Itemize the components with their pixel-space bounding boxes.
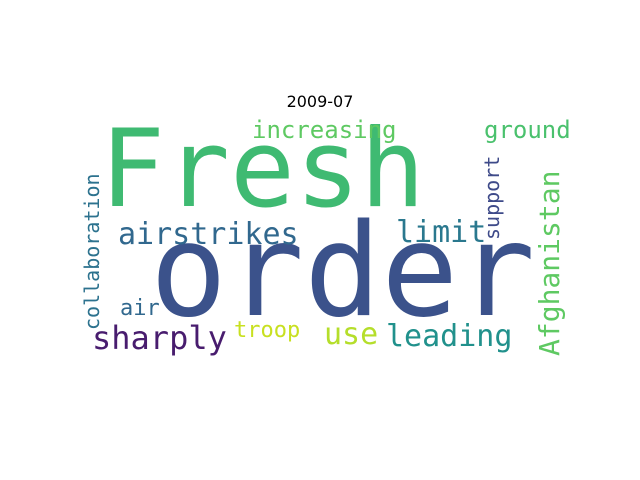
word-afghanistan: Afghanistan xyxy=(533,170,566,356)
word-troop: troop xyxy=(234,318,301,343)
word-collaboration: collaboration xyxy=(80,173,104,330)
word-fresh: Fresh xyxy=(100,107,426,232)
word-air: air xyxy=(120,296,160,321)
figure-title: 2009-07 xyxy=(286,92,354,111)
word-cloud: Fresh order airstrikes increasing limit … xyxy=(80,107,571,357)
word-ground: ground xyxy=(484,116,571,144)
word-increasing: increasing xyxy=(252,116,397,144)
word-support: support xyxy=(480,155,504,240)
word-order: order xyxy=(150,197,536,346)
word-airstrikes: airstrikes xyxy=(118,217,299,252)
word-sharply: sharply xyxy=(92,319,227,357)
word-use: use xyxy=(324,317,379,352)
word-leading: leading xyxy=(386,319,513,354)
word-limit: limit xyxy=(396,215,487,250)
